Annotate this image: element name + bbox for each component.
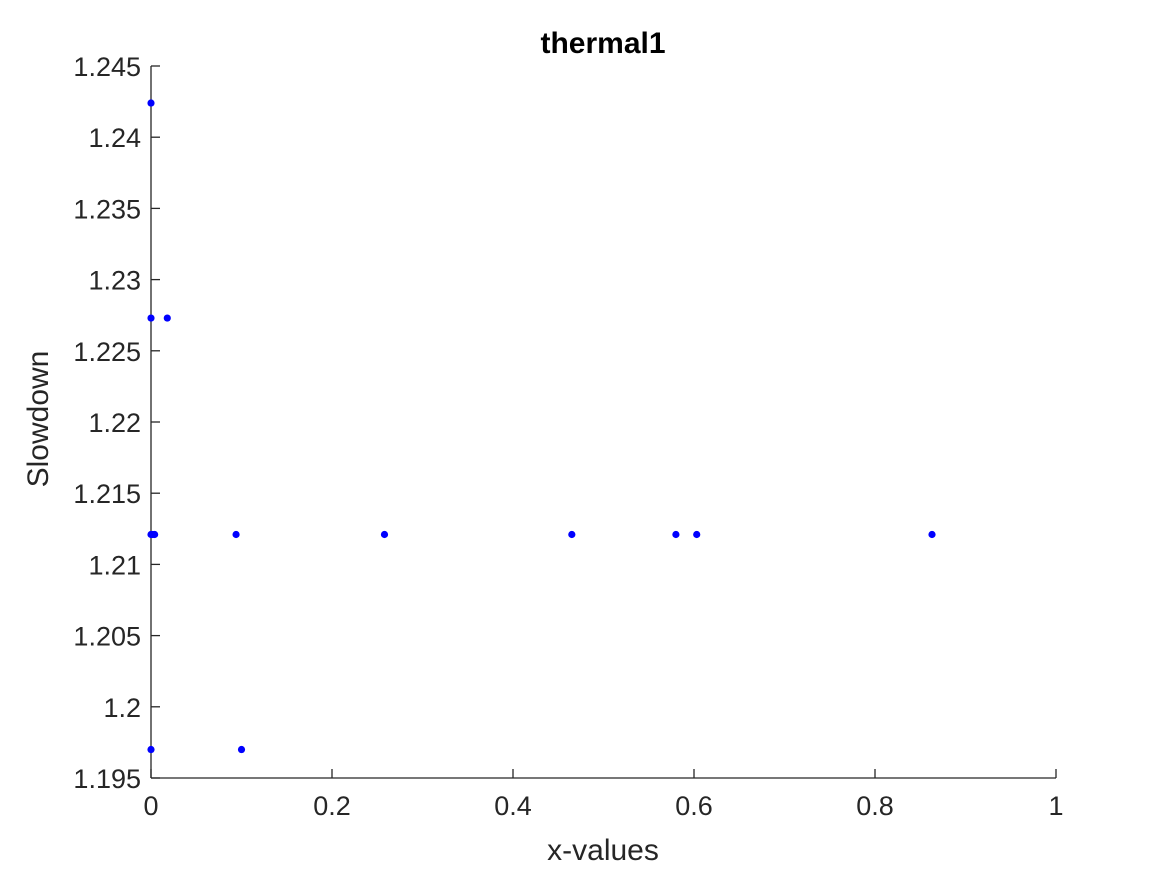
data-point xyxy=(672,530,680,539)
chart-title: thermal1 xyxy=(540,27,665,60)
axes xyxy=(150,66,1056,779)
x-tick-label: 0.8 xyxy=(856,791,894,821)
data-point xyxy=(232,530,240,539)
data-point xyxy=(147,745,155,754)
y-tick-label: 1.22 xyxy=(88,408,141,438)
y-tick-label: 1.205 xyxy=(73,622,141,652)
y-tick-label: 1.225 xyxy=(73,337,141,367)
x-tick-label: 0 xyxy=(143,791,158,821)
y-tick-label: 1.2 xyxy=(103,693,141,723)
data-point xyxy=(237,745,246,754)
data-points xyxy=(147,99,936,754)
data-point xyxy=(693,530,701,539)
y-tick-label: 1.215 xyxy=(73,479,141,509)
y-tick-label: 1.245 xyxy=(73,52,141,82)
x-tick-label: 0.2 xyxy=(313,791,351,821)
y-tick-label: 1.235 xyxy=(73,194,141,224)
x-tick-label: 0.6 xyxy=(675,791,713,821)
ticks: 0 0.2 0.4 0.6 0.8 1 1.195 1.2 1.205 1.21 1.215 1.22… xyxy=(73,52,1063,821)
data-point xyxy=(151,530,159,539)
y-axis-label: Slowdown xyxy=(22,351,55,488)
data-point xyxy=(568,530,576,539)
x-axis-label: x-values xyxy=(547,834,659,867)
x-tick-label: 1 xyxy=(1048,791,1063,821)
x-tick-label: 0.4 xyxy=(494,791,532,821)
data-point xyxy=(147,314,155,322)
y-tick-label: 1.23 xyxy=(88,266,141,296)
data-point xyxy=(928,530,936,539)
data-point xyxy=(380,530,389,539)
y-tick-label: 1.195 xyxy=(73,764,141,794)
y-tick-label: 1.24 xyxy=(88,123,141,153)
y-tick-label: 1.21 xyxy=(88,550,141,580)
data-point xyxy=(163,314,171,322)
data-point xyxy=(147,99,155,107)
